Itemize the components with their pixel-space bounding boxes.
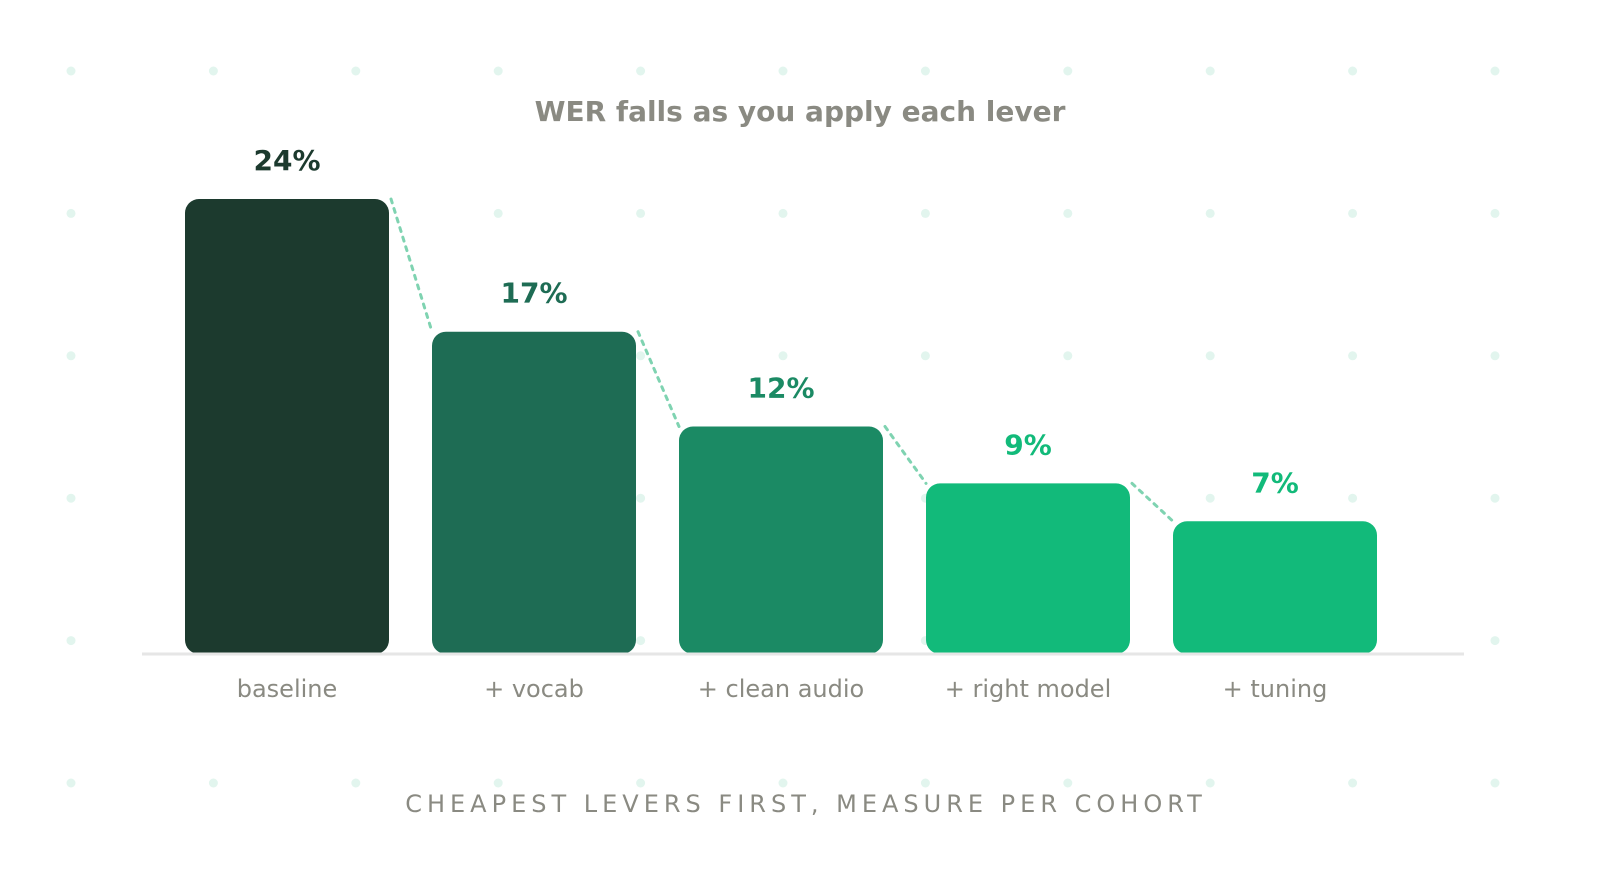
background-dot xyxy=(636,66,646,76)
background-dot xyxy=(1063,66,1073,76)
connector-line-1 xyxy=(636,330,681,428)
background-dot xyxy=(636,351,646,361)
background-dot xyxy=(636,493,646,503)
background-dot xyxy=(778,351,788,361)
background-dot xyxy=(1490,493,1500,503)
value-label-1: 17% xyxy=(500,277,567,310)
background-dot xyxy=(1063,778,1073,788)
background-dot xyxy=(493,66,503,76)
background-dot xyxy=(1205,778,1215,788)
background-dot xyxy=(1348,351,1358,361)
background-dot xyxy=(920,66,930,76)
background-dot xyxy=(1348,778,1358,788)
background-dot xyxy=(351,66,361,76)
background-dot xyxy=(778,66,788,76)
connector-line-3 xyxy=(1130,481,1175,523)
category-label-0: baseline xyxy=(237,675,338,703)
bar-0 xyxy=(185,199,389,654)
background-dot xyxy=(66,66,76,76)
background-dot xyxy=(1205,351,1215,361)
background-dot xyxy=(208,66,218,76)
background-dot xyxy=(1348,66,1358,76)
background-dot xyxy=(66,493,76,503)
background-dot xyxy=(66,208,76,218)
value-label-0: 24% xyxy=(253,144,320,177)
background-dot xyxy=(1205,66,1215,76)
background-dot xyxy=(920,778,930,788)
background-dot xyxy=(778,208,788,218)
bar-1 xyxy=(432,331,636,654)
background-dot xyxy=(1490,351,1500,361)
background-dot xyxy=(66,636,76,646)
chart-caption: CHEAPEST LEVERS FIRST, MEASURE PER COHOR… xyxy=(405,790,1207,818)
bar-4 xyxy=(1173,521,1377,654)
background-dot xyxy=(66,778,76,788)
background-dot xyxy=(351,778,361,788)
background-dot xyxy=(778,778,788,788)
background-dot xyxy=(920,351,930,361)
background-dot xyxy=(1063,208,1073,218)
background-dot xyxy=(493,778,503,788)
background-dot xyxy=(208,778,218,788)
connector-lines xyxy=(389,197,1175,523)
bar-2 xyxy=(679,426,883,654)
background-dot xyxy=(636,208,646,218)
value-labels: 24% 17% 12% 9% 7% xyxy=(253,144,1298,499)
background-dot xyxy=(66,351,76,361)
category-label-4: + tuning xyxy=(1223,675,1328,703)
bar-3 xyxy=(926,483,1130,654)
value-label-3: 9% xyxy=(1004,428,1052,461)
background-dot xyxy=(636,778,646,788)
connector-line-0 xyxy=(389,197,434,334)
connector-line-2 xyxy=(883,425,928,485)
background-dot xyxy=(1205,493,1215,503)
value-label-4: 7% xyxy=(1251,466,1299,499)
category-label-1: + vocab xyxy=(484,675,584,703)
background-dot xyxy=(920,208,930,218)
background-dot xyxy=(1063,351,1073,361)
background-dot xyxy=(1205,208,1215,218)
background-dot xyxy=(1490,208,1500,218)
background-dot xyxy=(1348,208,1358,218)
background-dot xyxy=(493,208,503,218)
background-dot xyxy=(636,636,646,646)
background-dot xyxy=(1490,636,1500,646)
chart-title: WER falls as you apply each lever xyxy=(535,95,1066,128)
category-labels: baseline + vocab + clean audio + right mode… xyxy=(237,675,1328,703)
category-label-2: + clean audio xyxy=(698,675,864,703)
value-label-2: 12% xyxy=(747,372,814,405)
background-dot xyxy=(1490,66,1500,76)
category-label-3: + right model xyxy=(945,675,1112,703)
bar-group xyxy=(185,199,1377,654)
background-dot xyxy=(1348,493,1358,503)
background-dot xyxy=(1490,778,1500,788)
